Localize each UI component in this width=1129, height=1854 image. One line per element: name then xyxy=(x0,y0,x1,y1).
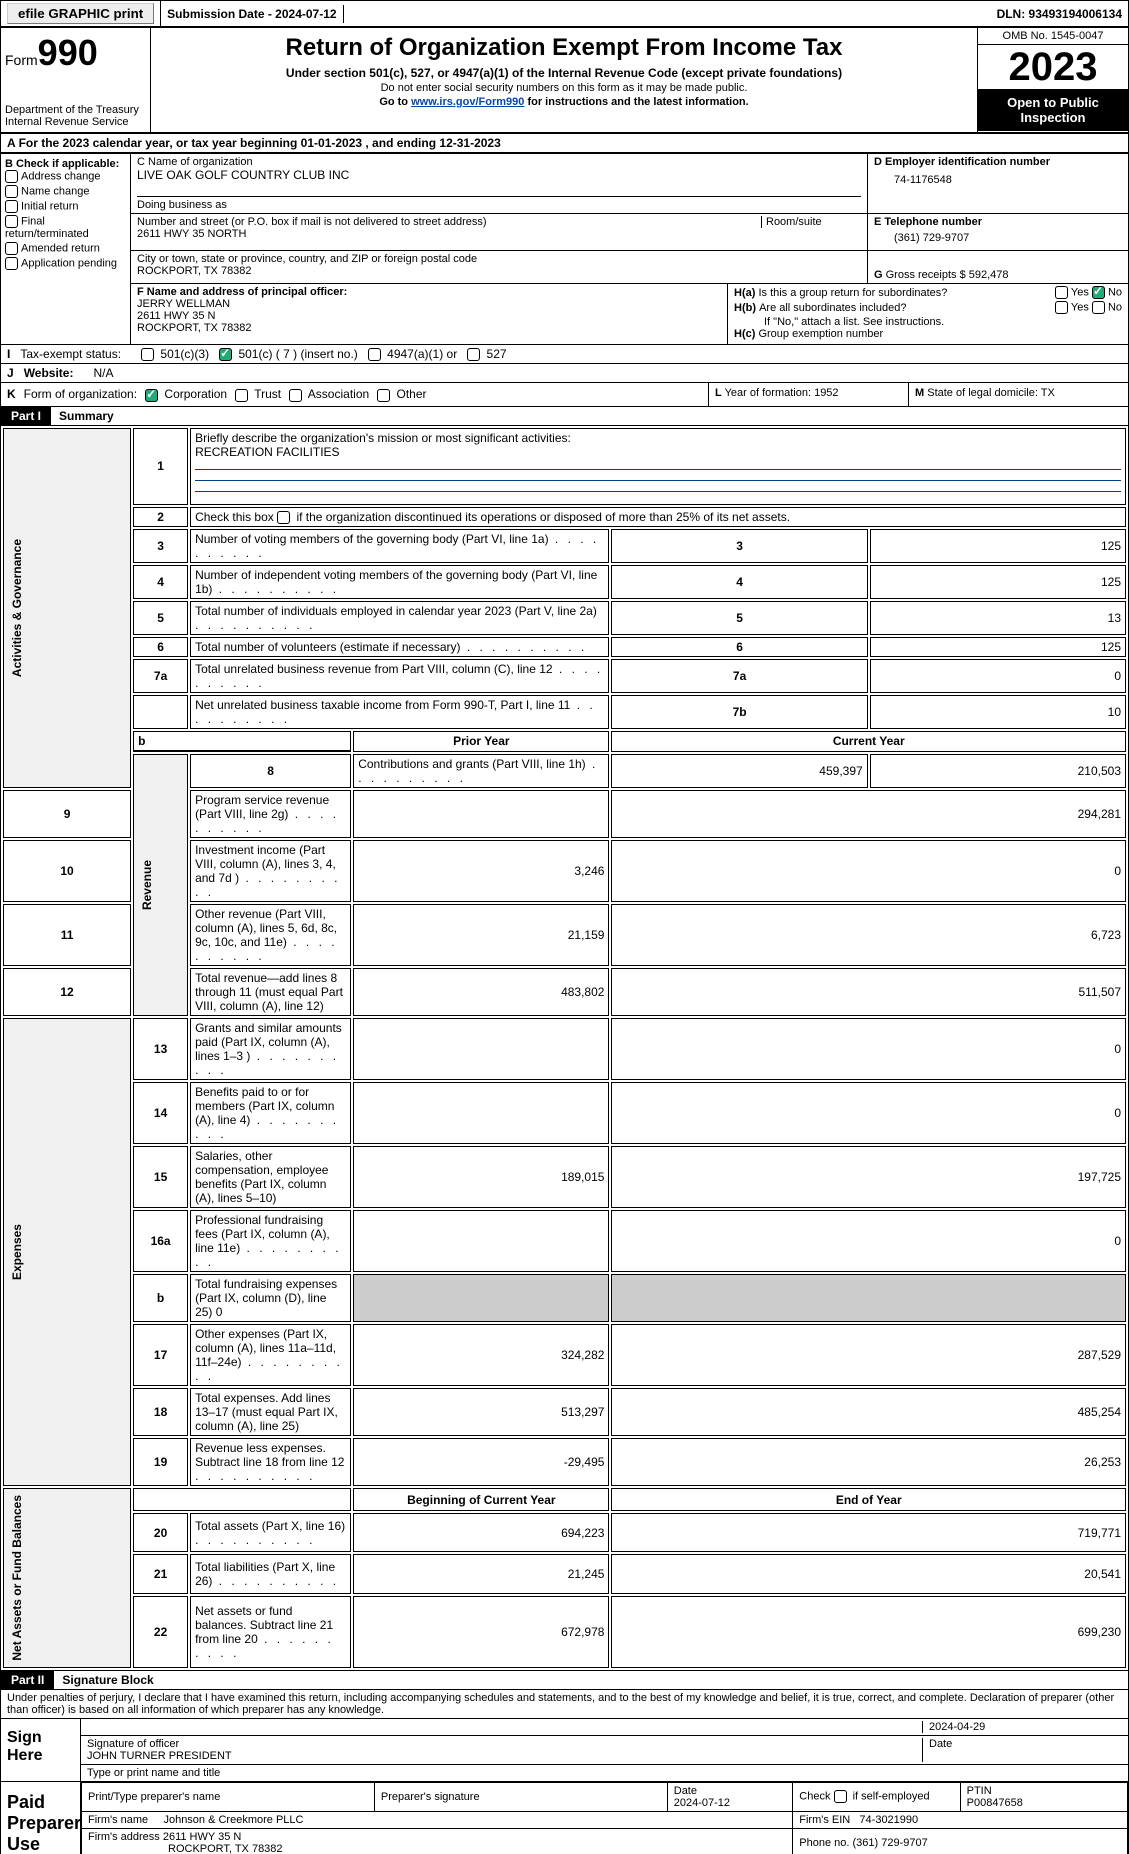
omb-number: OMB No. 1545-0047 xyxy=(978,28,1128,45)
officer-sig-name: JOHN TURNER PRESIDENT xyxy=(87,1750,232,1762)
row-7b: Net unrelated business taxable income fr… xyxy=(3,695,1126,729)
hb-yes[interactable] xyxy=(1055,301,1068,314)
part1-header: Part I Summary xyxy=(0,407,1129,426)
hb-no[interactable] xyxy=(1092,301,1105,314)
row-7a: 7aTotal unrelated business revenue from … xyxy=(3,659,1126,693)
cb-4947[interactable] xyxy=(368,348,381,361)
state-domicile: M State of legal domicile: TX xyxy=(908,383,1128,405)
org-name: LIVE OAK GOLF COUNTRY CLUB INC xyxy=(137,168,861,182)
form-subtitle: Under section 501(c), 527, or 4947(a)(1)… xyxy=(157,66,971,80)
part2-header: Part II Signature Block xyxy=(0,1671,1129,1690)
signature-block: Sign Here 2024-04-29 Signature of office… xyxy=(0,1719,1129,1782)
side-revenue: Revenue xyxy=(138,856,156,914)
cb-discontinued[interactable] xyxy=(277,511,290,524)
ha-yes[interactable] xyxy=(1055,286,1068,299)
header-left: Form990 Department of the Treasury Inter… xyxy=(1,28,151,132)
form-header: Form990 Department of the Treasury Inter… xyxy=(0,27,1129,133)
ein-value: 74-1176548 xyxy=(874,168,1122,192)
submission-date: Submission Date - 2024-07-12 xyxy=(161,5,343,23)
phone-value: (361) 729-9707 xyxy=(874,228,1122,248)
cb-initial-return[interactable]: Initial return xyxy=(5,200,126,213)
row-3: 3Number of voting members of the governi… xyxy=(3,529,1126,563)
goto-note: Go to www.irs.gov/Form990 for instructio… xyxy=(157,96,971,108)
city-box: City or town, state or province, country… xyxy=(131,251,868,283)
dept-treasury: Department of the Treasury xyxy=(5,104,146,116)
dba-label: Doing business as xyxy=(137,196,861,211)
paid-preparer-label: Paid Preparer Use Only xyxy=(1,1782,81,1854)
side-expenses: Expenses xyxy=(8,1220,26,1284)
officer-name: JERRY WELLMAN xyxy=(137,298,721,310)
cb-app-pending[interactable]: Application pending xyxy=(5,257,126,270)
box-b: B Check if applicable: Address change Na… xyxy=(1,154,131,344)
cb-assoc[interactable] xyxy=(289,389,302,402)
firm-ein: 74-3021990 xyxy=(859,1814,918,1826)
ha-no[interactable] xyxy=(1092,286,1105,299)
row-4: 4Number of independent voting members of… xyxy=(3,565,1126,599)
org-name-box: C Name of organization LIVE OAK GOLF COU… xyxy=(131,154,868,214)
preparer-block: Paid Preparer Use Only Print/Type prepar… xyxy=(0,1782,1129,1854)
irs-link[interactable]: www.irs.gov/Form990 xyxy=(411,96,524,108)
summary-table: Activities & Governance 1 Briefly descri… xyxy=(0,426,1129,1671)
efile-print-button[interactable]: efile GRAPHIC print xyxy=(7,3,154,24)
dln-number: DLN: 93493194006134 xyxy=(991,5,1128,23)
form-title: Return of Organization Exempt From Incom… xyxy=(157,34,971,62)
street-value: 2611 HWY 35 NORTH xyxy=(137,228,861,240)
website-value: N/A xyxy=(93,366,113,380)
ssn-note: Do not enter social security numbers on … xyxy=(157,82,971,94)
sign-here-label: Sign Here xyxy=(1,1719,81,1781)
phone-box: E Telephone number (361) 729-9707 xyxy=(868,214,1128,250)
side-netassets: Net Assets or Fund Balances xyxy=(8,1491,26,1665)
cb-self-employed[interactable] xyxy=(834,1790,847,1803)
mission-cell: Briefly describe the organization's miss… xyxy=(190,428,1126,505)
line-i: I Tax-exempt status: 501(c)(3) 501(c) ( … xyxy=(0,345,1129,364)
row-5: 5Total number of individuals employed in… xyxy=(3,601,1126,635)
year-formation: L Year of formation: 1952 xyxy=(708,383,908,405)
form-label: Form xyxy=(5,52,38,68)
top-bar: efile GRAPHIC print Submission Date - 20… xyxy=(0,0,1129,27)
ptin-value: P00847658 xyxy=(967,1797,1023,1809)
header-right: OMB No. 1545-0047 2023 Open to Public In… xyxy=(978,28,1128,132)
cb-501c3[interactable] xyxy=(141,348,154,361)
efile-btn-wrap: efile GRAPHIC print xyxy=(1,1,161,26)
line-j: J Website: N/A xyxy=(0,364,1129,383)
box-b-title: B Check if applicable: xyxy=(5,158,126,170)
side-governance: Activities & Governance xyxy=(8,535,26,681)
city-value: ROCKPORT, TX 78382 xyxy=(137,265,861,277)
cb-name-change[interactable]: Name change xyxy=(5,185,126,198)
tax-year: 2023 xyxy=(978,45,1128,89)
cb-amended-return[interactable]: Amended return xyxy=(5,242,126,255)
officer-box: F Name and address of principal officer:… xyxy=(131,284,728,344)
line-a: A For the 2023 calendar year, or tax yea… xyxy=(0,133,1129,153)
firm-name: Johnson & Creekmore PLLC xyxy=(163,1814,303,1826)
box-c-d: C Name of organization LIVE OAK GOLF COU… xyxy=(131,154,1128,344)
line-k-l-m: K Form of organization: Corporation Trus… xyxy=(0,383,1129,406)
cb-final-return[interactable]: Final return/terminated xyxy=(5,215,126,240)
form-number: 990 xyxy=(38,32,98,73)
row-6: 6Total number of volunteers (estimate if… xyxy=(3,637,1126,657)
entity-section: B Check if applicable: Address change Na… xyxy=(0,153,1129,345)
cb-other[interactable] xyxy=(377,389,390,402)
perjury-text: Under penalties of perjury, I declare th… xyxy=(0,1690,1129,1719)
header-center: Return of Organization Exempt From Incom… xyxy=(151,28,978,132)
cb-501c[interactable] xyxy=(219,348,232,361)
cb-address-change[interactable]: Address change xyxy=(5,170,126,183)
dept-irs: Internal Revenue Service xyxy=(5,116,146,128)
cb-trust[interactable] xyxy=(235,389,248,402)
gross-receipts: G Gross receipts $ 592,478 xyxy=(868,251,1128,283)
open-public-badge: Open to Public Inspection xyxy=(978,89,1128,131)
firm-phone: (361) 729-9707 xyxy=(852,1837,927,1849)
box-h: H(a) Is this a group return for subordin… xyxy=(728,284,1128,344)
street-box: Number and street (or P.O. box if mail i… xyxy=(131,214,868,250)
cb-corp[interactable] xyxy=(145,389,158,402)
mission-value: RECREATION FACILITIES xyxy=(195,445,339,459)
ein-box: D Employer identification number 74-1176… xyxy=(868,154,1128,214)
cb-527[interactable] xyxy=(467,348,480,361)
